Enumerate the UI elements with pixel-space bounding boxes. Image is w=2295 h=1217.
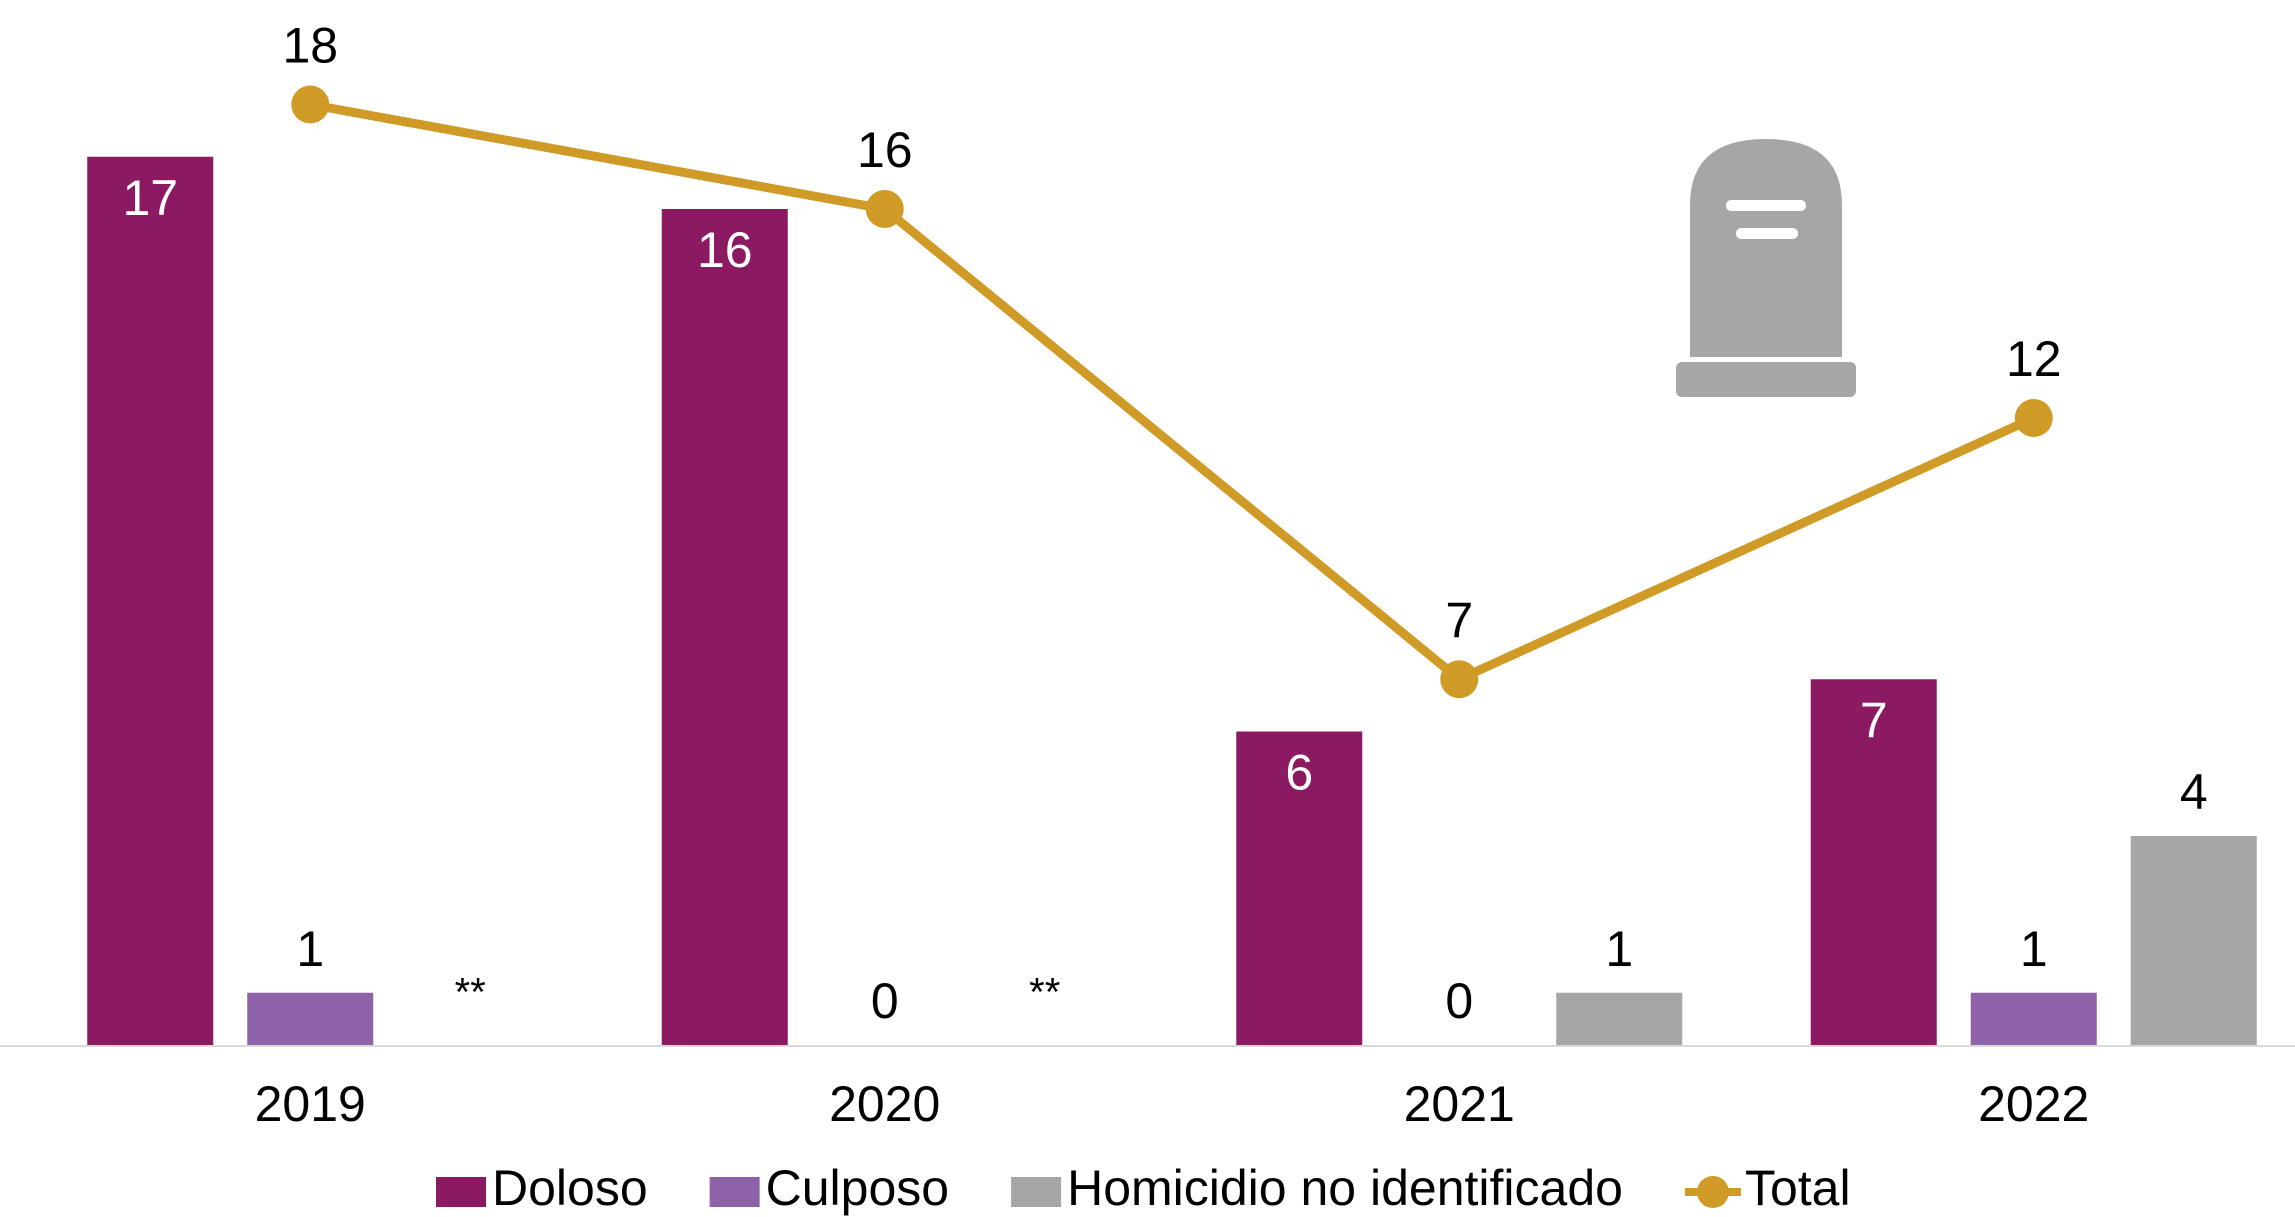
legend-swatch bbox=[1011, 1177, 1062, 1207]
value-label: 1 bbox=[2020, 921, 2048, 977]
legend-label: Doloso bbox=[492, 1160, 648, 1216]
value-label: 1 bbox=[296, 921, 324, 977]
value-label: 0 bbox=[871, 973, 899, 1029]
value-label: 18 bbox=[282, 18, 338, 74]
value-label: 16 bbox=[697, 222, 753, 278]
bar bbox=[1810, 679, 1937, 1045]
line-marker bbox=[2014, 399, 2053, 437]
bar bbox=[2130, 836, 2257, 1045]
line-marker bbox=[1440, 660, 1479, 699]
value-label: 0 bbox=[1445, 973, 1473, 1029]
bar bbox=[1970, 992, 2097, 1045]
legend-label: Total bbox=[1745, 1160, 1851, 1216]
tombstone-icon bbox=[1676, 139, 1856, 397]
bar bbox=[661, 209, 788, 1045]
value-label: 16 bbox=[857, 122, 913, 178]
value-label: 1 bbox=[1605, 921, 1633, 977]
bar bbox=[87, 156, 214, 1045]
line bbox=[309, 100, 2036, 685]
value-label: 7 bbox=[1860, 692, 1888, 748]
value-label: 7 bbox=[1445, 592, 1473, 648]
legend-label: Homicidio no identificado bbox=[1067, 1160, 1623, 1216]
bar bbox=[1556, 992, 1683, 1045]
line-marker bbox=[291, 85, 330, 124]
value-label: 4 bbox=[2180, 764, 2208, 820]
x-tick-label: 2019 bbox=[255, 1076, 366, 1132]
legend-swatch bbox=[709, 1177, 760, 1207]
bar bbox=[1236, 731, 1363, 1045]
value-label: ** bbox=[455, 971, 486, 1015]
x-tick-label: 2021 bbox=[1404, 1076, 1515, 1132]
x-tick-label: 2022 bbox=[1978, 1076, 2089, 1132]
legend-swatch bbox=[436, 1177, 486, 1207]
value-label: 12 bbox=[2006, 331, 2062, 387]
line-marker bbox=[865, 190, 904, 228]
bar bbox=[247, 992, 374, 1045]
legend-label: Culposo bbox=[766, 1160, 949, 1216]
value-label: 17 bbox=[122, 170, 178, 226]
legend-swatch bbox=[1696, 1176, 1729, 1208]
value-label: ** bbox=[1029, 971, 1060, 1015]
x-tick-label: 2020 bbox=[829, 1076, 940, 1132]
value-label: 6 bbox=[1285, 745, 1313, 801]
